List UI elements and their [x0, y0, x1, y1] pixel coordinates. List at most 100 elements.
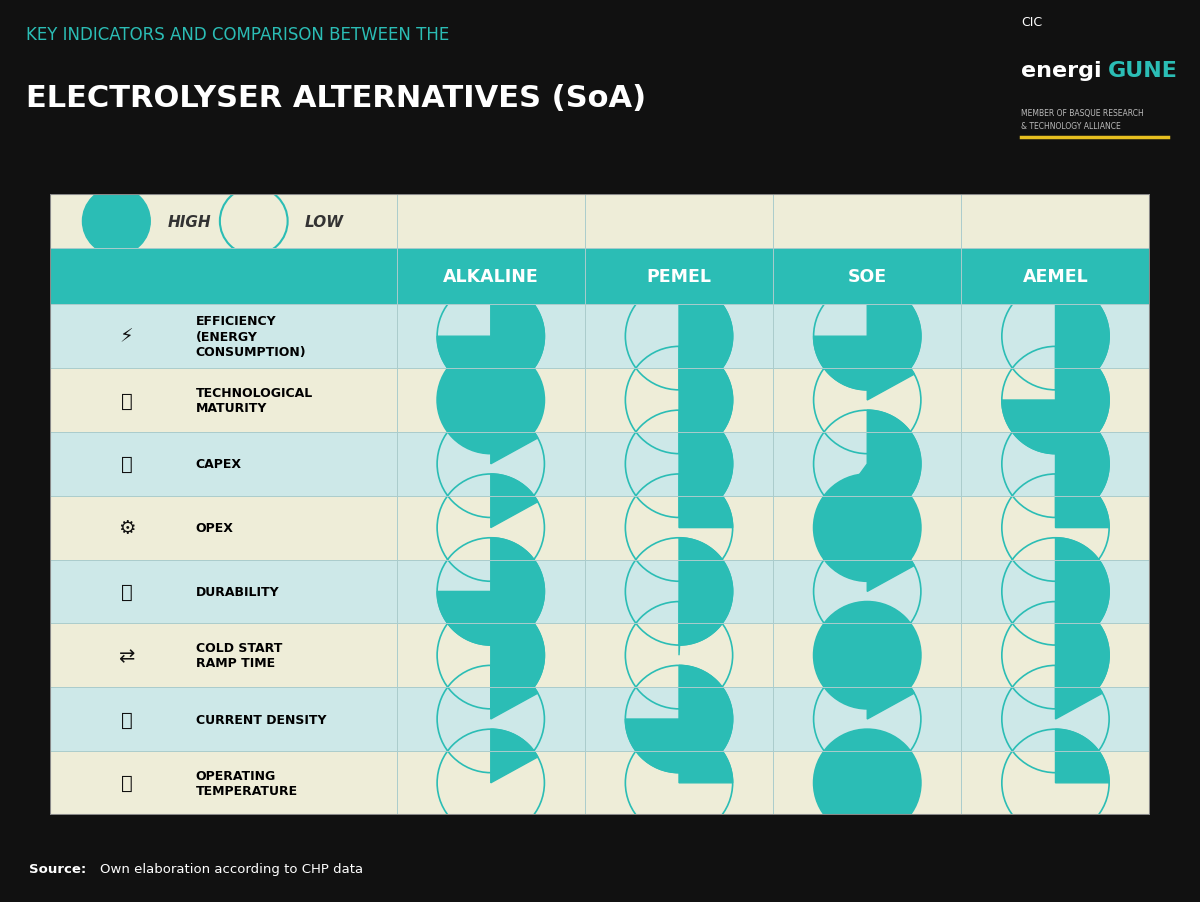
FancyBboxPatch shape	[50, 305, 397, 369]
Text: ⚙: ⚙	[118, 519, 136, 538]
Polygon shape	[868, 347, 914, 400]
Polygon shape	[1056, 474, 1109, 528]
Text: 🌡: 🌡	[121, 773, 132, 793]
FancyBboxPatch shape	[961, 560, 1150, 623]
Polygon shape	[1056, 283, 1109, 391]
Ellipse shape	[814, 730, 920, 836]
Polygon shape	[868, 538, 914, 592]
Polygon shape	[491, 410, 538, 465]
Polygon shape	[835, 410, 920, 518]
FancyBboxPatch shape	[773, 560, 961, 623]
FancyBboxPatch shape	[773, 305, 961, 369]
Polygon shape	[679, 283, 733, 391]
Text: DURABILITY: DURABILITY	[196, 585, 280, 598]
Text: CIC: CIC	[1021, 16, 1043, 29]
Text: TECHNOLOGICAL
MATURITY: TECHNOLOGICAL MATURITY	[196, 386, 313, 415]
FancyBboxPatch shape	[397, 687, 584, 751]
Polygon shape	[679, 538, 733, 645]
FancyBboxPatch shape	[397, 560, 584, 623]
Text: PEMEL: PEMEL	[647, 268, 712, 286]
Polygon shape	[1002, 347, 1109, 454]
FancyBboxPatch shape	[50, 687, 397, 751]
Text: CAPEX: CAPEX	[196, 458, 242, 471]
Ellipse shape	[437, 347, 545, 454]
Text: ⚡: ⚡	[120, 327, 133, 346]
Text: ALKALINE: ALKALINE	[443, 268, 539, 286]
Polygon shape	[1056, 602, 1109, 709]
FancyBboxPatch shape	[773, 751, 961, 815]
FancyBboxPatch shape	[584, 560, 773, 623]
FancyBboxPatch shape	[773, 496, 961, 560]
Text: AEMEL: AEMEL	[1022, 268, 1088, 286]
FancyBboxPatch shape	[397, 432, 584, 496]
Text: Own elaboration according to CHP data: Own elaboration according to CHP data	[100, 861, 362, 875]
FancyBboxPatch shape	[773, 687, 961, 751]
FancyBboxPatch shape	[961, 687, 1150, 751]
Polygon shape	[1056, 538, 1109, 645]
Polygon shape	[814, 283, 920, 391]
Text: Source:: Source:	[29, 861, 86, 875]
Text: ⏱: ⏱	[121, 583, 132, 602]
FancyBboxPatch shape	[584, 432, 773, 496]
Text: HIGH: HIGH	[167, 215, 211, 229]
Polygon shape	[491, 602, 545, 709]
FancyBboxPatch shape	[50, 432, 397, 496]
FancyBboxPatch shape	[584, 751, 773, 815]
FancyBboxPatch shape	[773, 623, 961, 687]
FancyBboxPatch shape	[397, 305, 584, 369]
Text: 🚀: 🚀	[121, 710, 132, 729]
Polygon shape	[679, 730, 733, 783]
Text: SOE: SOE	[847, 268, 887, 286]
Text: 💰: 💰	[121, 455, 132, 474]
Text: KEY INDICATORS AND COMPARISON BETWEEN THE: KEY INDICATORS AND COMPARISON BETWEEN TH…	[26, 25, 450, 43]
Text: ⇄: ⇄	[119, 646, 134, 665]
Text: GUNE: GUNE	[1108, 61, 1177, 81]
Polygon shape	[1056, 730, 1109, 783]
Text: ELECTROLYSER ALTERNATIVES (SoA): ELECTROLYSER ALTERNATIVES (SoA)	[26, 84, 647, 113]
FancyBboxPatch shape	[397, 623, 584, 687]
FancyBboxPatch shape	[50, 751, 397, 815]
FancyBboxPatch shape	[961, 432, 1150, 496]
Polygon shape	[625, 666, 733, 773]
Text: OPEX: OPEX	[196, 521, 234, 535]
FancyBboxPatch shape	[773, 369, 961, 432]
FancyBboxPatch shape	[961, 623, 1150, 687]
Polygon shape	[437, 538, 545, 645]
FancyBboxPatch shape	[961, 305, 1150, 369]
Polygon shape	[1056, 666, 1103, 719]
Text: energi: energi	[1021, 61, 1102, 81]
FancyBboxPatch shape	[961, 751, 1150, 815]
FancyBboxPatch shape	[961, 496, 1150, 560]
FancyBboxPatch shape	[50, 249, 1150, 305]
Polygon shape	[679, 347, 733, 454]
Polygon shape	[679, 474, 733, 528]
FancyBboxPatch shape	[773, 432, 961, 496]
Polygon shape	[491, 474, 538, 528]
FancyBboxPatch shape	[961, 369, 1150, 432]
FancyBboxPatch shape	[584, 305, 773, 369]
Polygon shape	[1056, 410, 1109, 518]
FancyBboxPatch shape	[50, 560, 397, 623]
FancyBboxPatch shape	[584, 623, 773, 687]
Ellipse shape	[814, 474, 920, 582]
Text: 📊: 📊	[121, 391, 132, 410]
FancyBboxPatch shape	[397, 751, 584, 815]
Ellipse shape	[814, 602, 920, 709]
Text: EFFICIENCY
(ENERGY
CONSUMPTION): EFFICIENCY (ENERGY CONSUMPTION)	[196, 315, 306, 359]
Polygon shape	[491, 730, 538, 783]
FancyBboxPatch shape	[584, 687, 773, 751]
Polygon shape	[868, 666, 914, 719]
Polygon shape	[679, 410, 733, 518]
Text: OPERATING
TEMPERATURE: OPERATING TEMPERATURE	[196, 769, 298, 797]
FancyBboxPatch shape	[397, 496, 584, 560]
Polygon shape	[679, 602, 683, 656]
FancyBboxPatch shape	[397, 369, 584, 432]
Text: MEMBER OF BASQUE RESEARCH
& TECHNOLOGY ALLIANCE: MEMBER OF BASQUE RESEARCH & TECHNOLOGY A…	[1021, 109, 1144, 131]
FancyBboxPatch shape	[50, 369, 397, 432]
FancyBboxPatch shape	[584, 496, 773, 560]
FancyBboxPatch shape	[584, 369, 773, 432]
Ellipse shape	[83, 188, 150, 255]
Text: CURRENT DENSITY: CURRENT DENSITY	[196, 713, 326, 726]
Polygon shape	[437, 283, 545, 391]
FancyBboxPatch shape	[50, 496, 397, 560]
